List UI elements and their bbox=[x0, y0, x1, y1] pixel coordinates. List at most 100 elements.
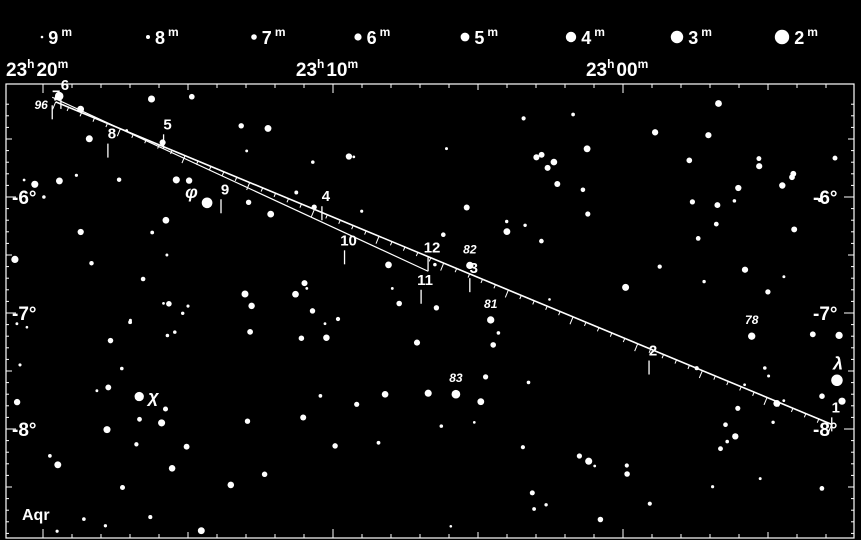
path-tick bbox=[116, 128, 121, 137]
path-tick bbox=[726, 381, 729, 386]
field-star bbox=[433, 262, 437, 267]
path-tick bbox=[596, 327, 600, 332]
path-tick bbox=[661, 354, 665, 359]
field-star bbox=[449, 524, 453, 528]
field-star bbox=[743, 383, 746, 387]
path-tick bbox=[816, 418, 820, 423]
field-star bbox=[763, 366, 767, 370]
field-star bbox=[116, 177, 122, 182]
field-star bbox=[732, 199, 737, 203]
legend-dot bbox=[670, 30, 684, 44]
path-tick bbox=[338, 219, 341, 225]
field-star bbox=[758, 477, 762, 481]
field-star bbox=[318, 394, 323, 398]
path-tick bbox=[260, 187, 264, 192]
path-tick bbox=[105, 123, 108, 128]
field-star bbox=[352, 155, 356, 159]
field-star bbox=[95, 389, 99, 393]
path-tick bbox=[493, 284, 496, 289]
field-star bbox=[503, 228, 511, 236]
field-star bbox=[11, 255, 19, 263]
path-tick bbox=[325, 214, 328, 219]
path-tick bbox=[739, 386, 742, 391]
field-star bbox=[624, 471, 630, 477]
path-tick bbox=[609, 332, 613, 337]
field-star bbox=[390, 286, 394, 290]
field-star bbox=[544, 503, 548, 507]
named-star bbox=[831, 374, 843, 387]
object-path: 123456789101112 bbox=[51, 77, 840, 432]
field-star bbox=[477, 398, 485, 406]
field-star bbox=[300, 414, 307, 421]
path-tick bbox=[790, 408, 794, 413]
path-tick bbox=[375, 236, 380, 244]
path-tick bbox=[181, 155, 186, 164]
field-star bbox=[150, 230, 155, 235]
field-star bbox=[735, 405, 741, 411]
field-star bbox=[185, 177, 193, 184]
field-star bbox=[529, 490, 535, 496]
field-star bbox=[756, 163, 763, 170]
path-tick bbox=[467, 273, 471, 278]
field-star bbox=[741, 266, 749, 273]
path-tick bbox=[170, 150, 173, 155]
field-star bbox=[42, 195, 46, 199]
field-star bbox=[711, 485, 715, 489]
path-date-label: 6 bbox=[61, 77, 69, 94]
path-date-label: 1 bbox=[832, 399, 840, 416]
path-date-label: 5 bbox=[163, 116, 171, 133]
path-tick bbox=[558, 311, 561, 316]
field-star bbox=[445, 147, 448, 151]
field-star bbox=[165, 253, 169, 257]
path-tick bbox=[208, 166, 212, 171]
path-tick bbox=[310, 209, 315, 217]
field-star bbox=[197, 527, 205, 535]
flamsteed-label: 83 bbox=[449, 371, 463, 385]
field-star bbox=[376, 440, 381, 445]
flamsteed-star bbox=[466, 261, 474, 270]
field-star bbox=[18, 363, 22, 367]
path-tick bbox=[79, 112, 83, 117]
field-star bbox=[248, 302, 255, 310]
field-star bbox=[162, 406, 169, 412]
field-star bbox=[309, 308, 316, 314]
path-tick bbox=[519, 295, 522, 300]
path-tick bbox=[778, 402, 781, 407]
field-star bbox=[227, 481, 235, 489]
field-star bbox=[385, 261, 392, 269]
flamsteed-star bbox=[54, 91, 64, 101]
field-star bbox=[622, 283, 630, 291]
field-star bbox=[439, 424, 444, 428]
path-tick bbox=[504, 289, 509, 298]
field-star bbox=[597, 516, 604, 523]
field-star bbox=[396, 300, 402, 307]
field-star bbox=[137, 416, 142, 422]
field-star bbox=[651, 129, 659, 136]
field-star bbox=[323, 322, 327, 326]
field-star bbox=[244, 418, 251, 424]
legend-dot bbox=[774, 29, 790, 45]
legend-dot bbox=[354, 33, 362, 41]
path-tick bbox=[221, 171, 225, 176]
field-star bbox=[267, 210, 275, 218]
field-star bbox=[311, 160, 315, 164]
field-star bbox=[245, 149, 249, 153]
named-star-label: φ bbox=[185, 182, 198, 202]
field-star bbox=[686, 157, 693, 164]
path-date-label: 9 bbox=[221, 181, 229, 198]
field-star bbox=[580, 187, 586, 193]
field-star bbox=[838, 397, 846, 405]
field-star bbox=[180, 311, 185, 316]
path-tick bbox=[763, 397, 768, 406]
named-star-label: λ bbox=[832, 353, 843, 373]
field-star bbox=[134, 442, 139, 447]
path-tick bbox=[92, 117, 95, 122]
field-star bbox=[335, 316, 341, 322]
field-star bbox=[188, 93, 195, 100]
flamsteed-label: 81 bbox=[484, 297, 498, 311]
path-tick bbox=[480, 279, 483, 284]
field-star bbox=[526, 380, 531, 385]
path-tick bbox=[713, 375, 716, 380]
path-tick bbox=[698, 370, 703, 379]
